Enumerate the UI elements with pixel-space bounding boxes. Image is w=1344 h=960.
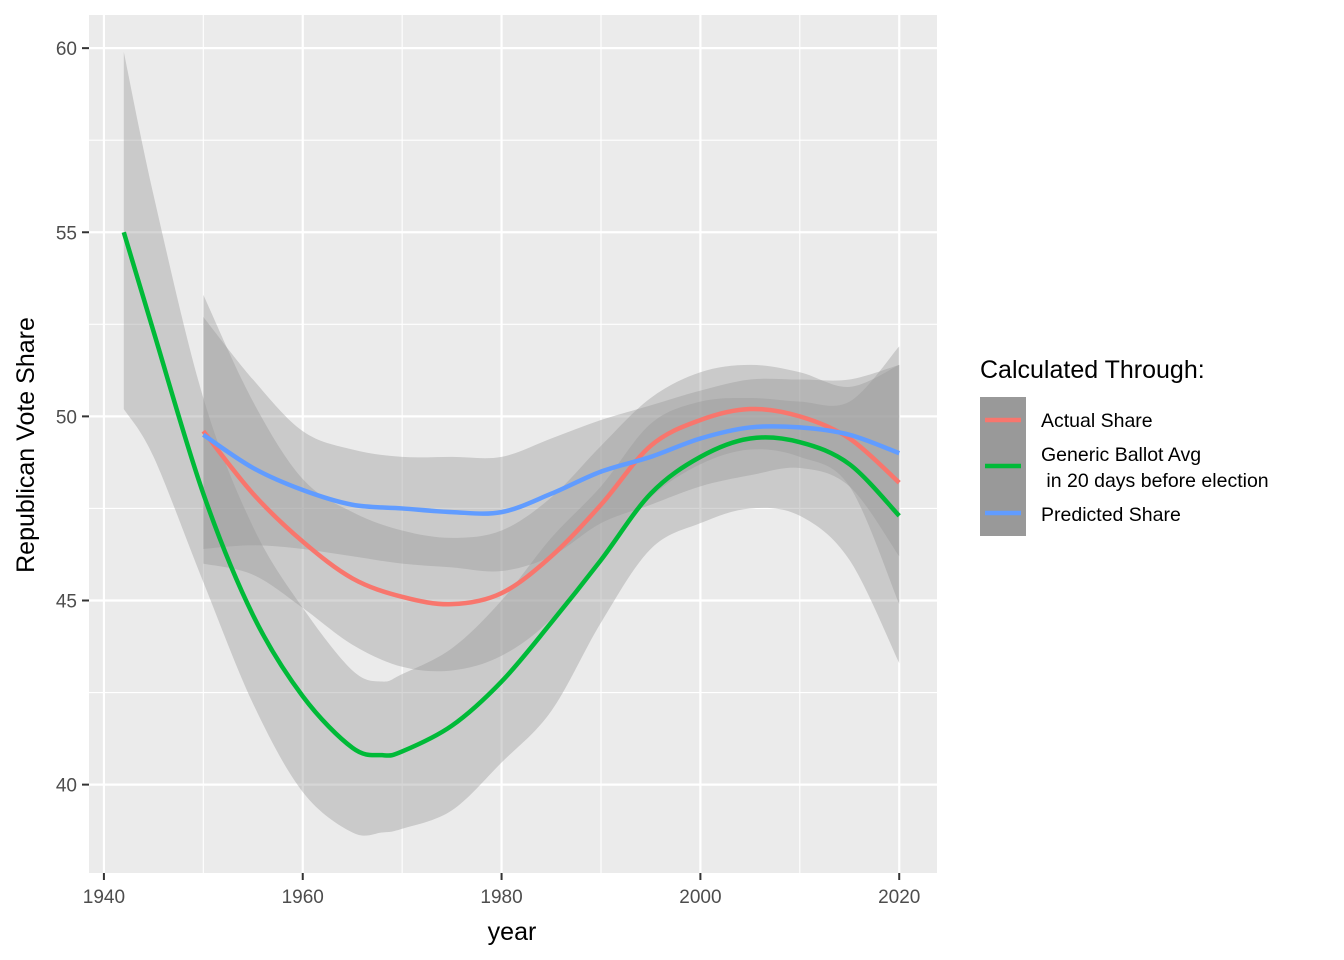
y-tick-label: 40 xyxy=(56,776,77,797)
series-lines xyxy=(121,231,901,758)
confidence-band-series-1 xyxy=(123,51,900,836)
legend-title: Calculated Through: xyxy=(980,356,1205,384)
legend-label-generic-ballot-line2: in 20 days before election xyxy=(1041,470,1269,492)
x-tick-label: 2000 xyxy=(679,887,721,908)
series-line-2 xyxy=(202,424,901,516)
x-axis: 1940 1960 1980 2000 2020 xyxy=(83,873,920,908)
legend-label-generic-ballot: Generic Ballot Avg xyxy=(1041,444,1201,466)
x-tick-label: 1960 xyxy=(282,887,324,908)
series-line-1 xyxy=(121,231,901,758)
legend: Calculated Through: Actual Share Generic… xyxy=(980,356,1269,536)
grid-major xyxy=(89,15,937,873)
confidence-band-series-0 xyxy=(203,294,900,672)
y-axis-title: Republican Vote Share xyxy=(12,317,40,573)
legend-label-actual-share: Actual Share xyxy=(1041,410,1153,432)
x-tick-label: 1940 xyxy=(83,887,125,908)
x-axis-title: year xyxy=(488,918,537,946)
y-tick-label: 60 xyxy=(56,39,77,60)
y-tick-label: 45 xyxy=(56,592,77,613)
series-line-0 xyxy=(201,406,901,607)
x-tick-label: 2020 xyxy=(878,887,920,908)
y-axis: 40 45 50 55 60 xyxy=(56,39,89,797)
y-tick-label: 50 xyxy=(56,407,77,428)
plot-panel xyxy=(89,15,937,873)
legend-label-predicted-share: Predicted Share xyxy=(1041,504,1181,526)
y-tick-label: 55 xyxy=(56,223,77,244)
x-tick-label: 1980 xyxy=(480,887,522,908)
